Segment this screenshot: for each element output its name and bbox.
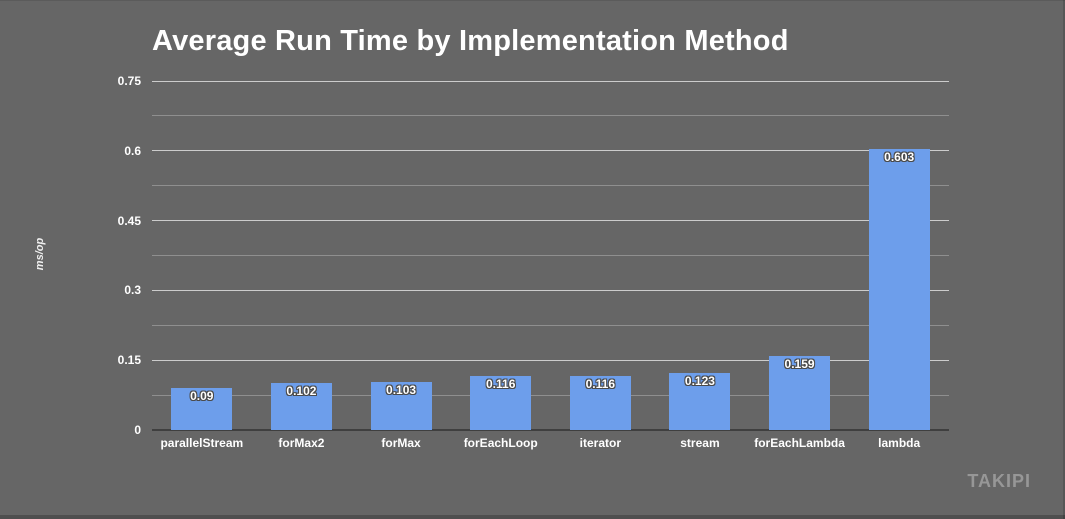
category-label: lambda [878, 436, 921, 450]
brand-logo: TAKIPI [967, 471, 1031, 491]
y-tick-label: 0.75 [117, 74, 141, 88]
gridline-minor [152, 115, 949, 117]
y-axis-ticks: 0 0.15 0.3 0.45 0.6 0.75 [90, 74, 141, 437]
bar-value-label: 0.103 [386, 383, 417, 398]
bar-slot: 0.09 [152, 81, 252, 430]
category-label: forEachLoop [463, 436, 538, 450]
bar-forMax2[interactable]: 0.102 [270, 382, 332, 430]
y-tick-label: 0.3 [124, 283, 141, 298]
gridline-minor [152, 255, 949, 256]
bar-forEachLambda[interactable]: 0.159 [769, 356, 831, 430]
gridline-major [152, 359, 949, 361]
y-tick-label: 0.6 [124, 143, 141, 158]
bar-parallelStream[interactable]: 0.09 [171, 388, 233, 430]
bar-slot: 0.103 [351, 81, 451, 430]
bar-slot: 0.116 [551, 81, 651, 430]
bar-value-label: 0.09 [190, 389, 214, 404]
y-tick-label: 0.15 [117, 353, 141, 368]
bar-slot: 0.603 [849, 81, 949, 430]
gridline-major [152, 80, 949, 82]
gridline-major [152, 289, 949, 291]
gridline-minor [152, 185, 949, 187]
bar-slot: 0.159 [750, 81, 850, 430]
gridline-major [152, 150, 949, 152]
bar-slot: 0.123 [650, 81, 750, 430]
gridline-minor [152, 324, 949, 326]
bar-value-label: 0.116 [585, 377, 615, 392]
plot-area: 0.09 0.102 0.103 0.116 0.116 0.123 0.159 0.603 [152, 80, 949, 431]
bar-forEachLoop[interactable]: 0.116 [470, 376, 532, 430]
gridline-major [152, 220, 949, 222]
bar-forMax[interactable]: 0.103 [370, 382, 432, 430]
bar-iterator[interactable]: 0.116 [569, 376, 631, 430]
chart-title: Average Run Time by Implementation Metho… [152, 25, 789, 57]
category-label: stream [680, 436, 720, 450]
y-tick-label: 0.45 [117, 213, 141, 228]
x-axis-labels: parallelStream forMax2 forMax forEachLoop it… [152, 436, 949, 450]
y-axis-label: ms/op [34, 237, 46, 271]
bar-value-label: 0.159 [784, 357, 815, 372]
category-label: parallelStream [160, 436, 244, 450]
bar-value-label: 0.102 [286, 383, 317, 398]
bar-stream[interactable]: 0.123 [669, 372, 731, 430]
bar-value-label: 0.116 [486, 377, 516, 392]
category-label: forMax [381, 436, 421, 450]
category-label: forEachLambda [754, 436, 845, 450]
gridline-minor [152, 394, 949, 396]
bar-value-label: 0.603 [884, 150, 915, 165]
bar-slot: 0.102 [252, 81, 352, 430]
bar-value-label: 0.123 [684, 373, 715, 388]
y-tick-label: 0 [134, 423, 141, 437]
bar-slot: 0.116 [451, 81, 551, 430]
x-axis-line [152, 429, 949, 431]
category-label: iterator [579, 436, 621, 450]
bars-row: 0.09 0.102 0.103 0.116 0.116 0.123 0.159 0.603 [152, 81, 949, 430]
bar-lambda[interactable]: 0.603 [868, 149, 930, 430]
category-label: forMax2 [278, 436, 325, 450]
